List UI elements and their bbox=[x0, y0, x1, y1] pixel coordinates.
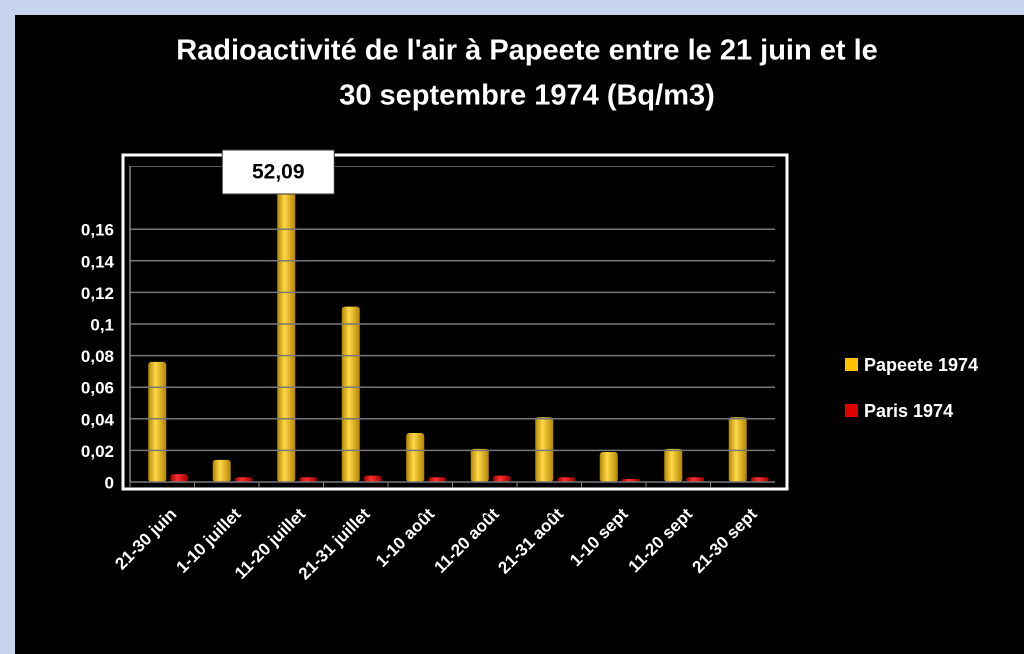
y-tick-label: 0,1 bbox=[90, 315, 114, 334]
bars bbox=[130, 166, 775, 482]
bar bbox=[299, 477, 318, 482]
bar bbox=[599, 451, 618, 482]
value-label-box bbox=[221, 149, 335, 195]
legend-label: Papeete 1974 bbox=[864, 355, 978, 375]
bar bbox=[686, 477, 705, 482]
legend-swatch bbox=[845, 358, 858, 371]
chart-subtitle: 30 septembre 1974 (Bq/m3) bbox=[339, 80, 715, 112]
y-tick-label: 0,12 bbox=[81, 284, 114, 303]
chart-title: Radioactivité de l'air à Papeete entre l… bbox=[176, 35, 878, 67]
legend-label: Paris 1974 bbox=[864, 401, 953, 421]
bar bbox=[148, 361, 167, 482]
bar bbox=[664, 448, 683, 482]
bar bbox=[728, 417, 747, 482]
bar bbox=[428, 477, 447, 482]
bar bbox=[535, 417, 554, 482]
background bbox=[15, 15, 1024, 654]
bar bbox=[170, 474, 189, 482]
plot-frame bbox=[121, 153, 789, 491]
bar bbox=[492, 475, 511, 482]
y-tick-label: 0 bbox=[105, 473, 114, 492]
bar bbox=[557, 477, 576, 482]
y-tick-label: 0,04 bbox=[81, 410, 115, 429]
y-tick-label: 0,14 bbox=[81, 252, 115, 271]
legend-swatch bbox=[845, 404, 858, 417]
y-tick-label: 0,16 bbox=[81, 221, 114, 240]
bar bbox=[341, 306, 360, 482]
y-tick-label: 0,08 bbox=[81, 347, 114, 366]
bar bbox=[406, 433, 425, 482]
bar bbox=[470, 448, 489, 482]
bar bbox=[363, 475, 382, 482]
value-label: 52,09 bbox=[252, 161, 305, 184]
bar bbox=[212, 459, 231, 482]
bar bbox=[621, 478, 640, 482]
y-tick-label: 0,02 bbox=[81, 442, 114, 461]
bar bbox=[234, 477, 253, 482]
bar bbox=[750, 477, 769, 482]
y-tick-label: 0,06 bbox=[81, 379, 114, 398]
